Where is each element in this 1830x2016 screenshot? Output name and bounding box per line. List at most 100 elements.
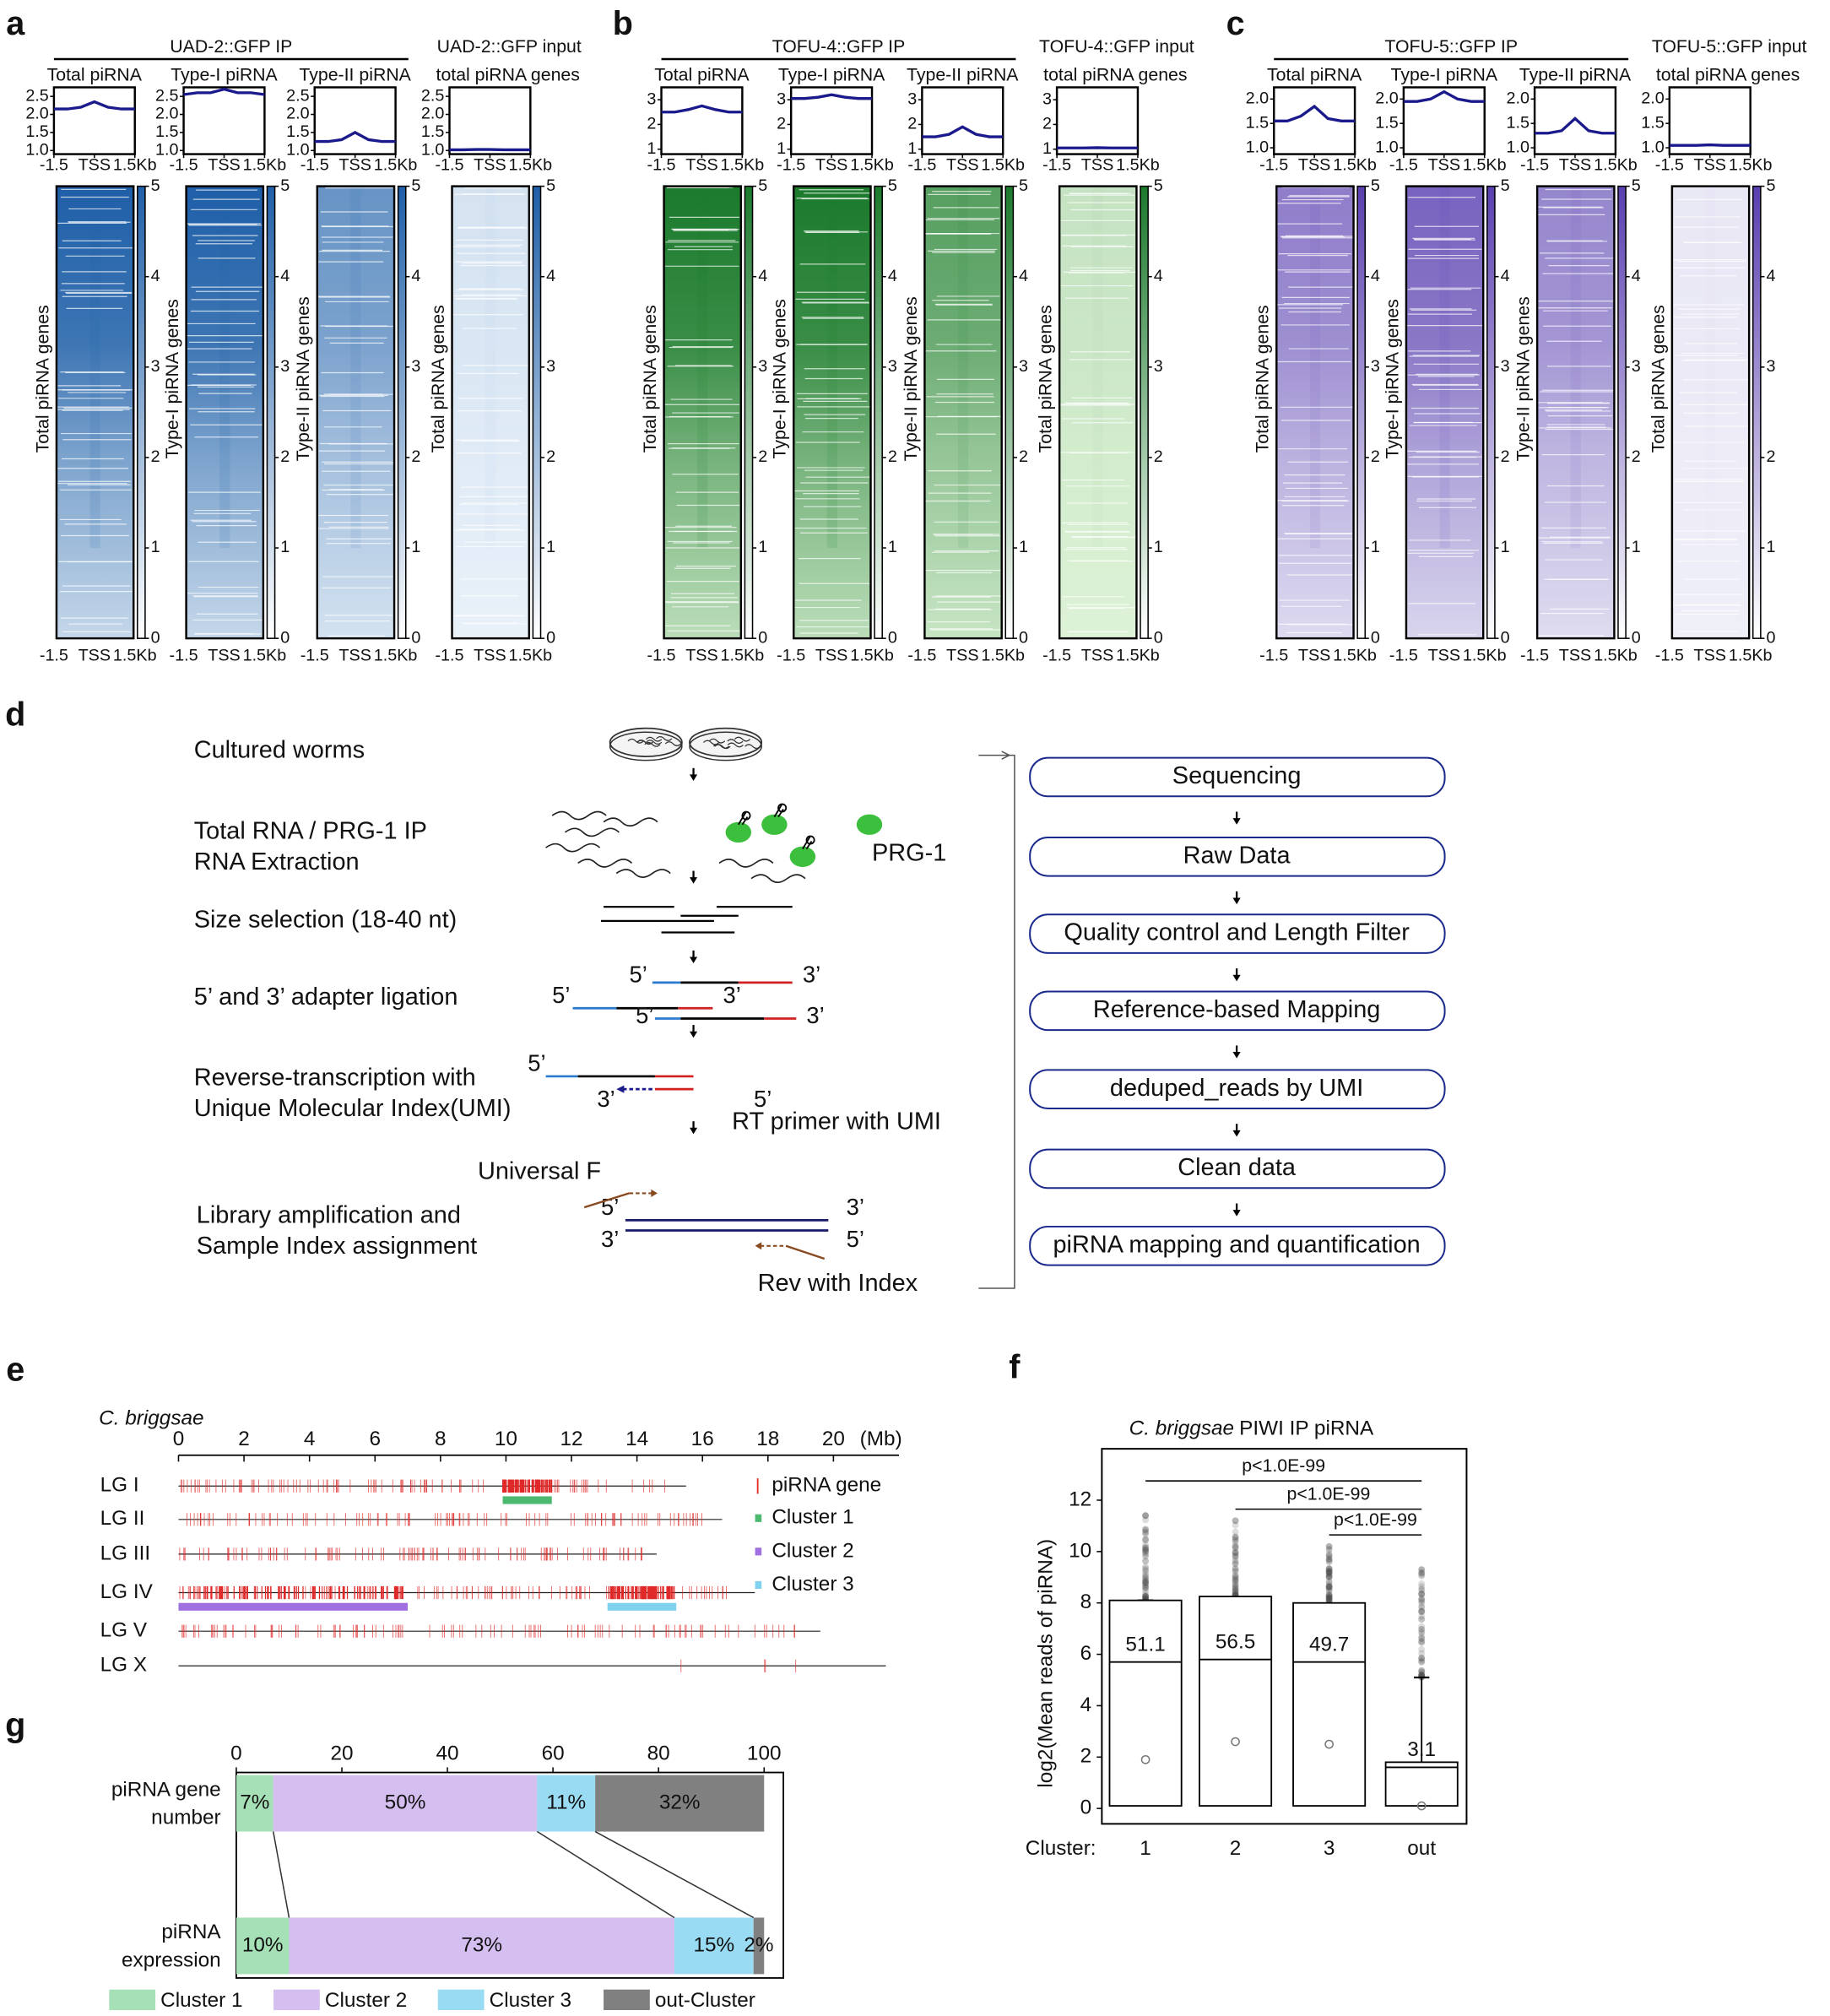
x-tick-label: 100: [747, 1742, 782, 1765]
outlier: [1232, 1577, 1239, 1585]
scissor: [738, 810, 751, 826]
colorbar-tick-label: 5: [1019, 176, 1028, 195]
outlier: [1325, 1580, 1333, 1588]
colorbar-tick-label: 3: [1371, 357, 1380, 376]
outlier: [1232, 1552, 1239, 1559]
colorbar-tick-label: 0: [1371, 628, 1380, 647]
outlier: [1142, 1592, 1150, 1600]
x-tick-label: 16: [691, 1428, 714, 1450]
colorbar-tick-label: 2: [546, 447, 555, 466]
panel-title: TOFU-5::GFP IP: [1384, 36, 1518, 57]
step-text: 5’ and 3’ adapter ligation: [194, 984, 458, 1011]
outlier: [1142, 1552, 1150, 1559]
pipeline-step: Clean data: [1178, 1154, 1297, 1181]
outlier: [1418, 1608, 1426, 1616]
label: 5’: [629, 962, 647, 988]
pipeline-step: piRNA mapping and quantification: [1053, 1231, 1420, 1258]
outlier: [1418, 1656, 1426, 1664]
x-tick-label: 1.5Kb: [374, 155, 418, 174]
x-tick-label: -1.5: [1389, 647, 1418, 665]
bracket: [978, 754, 1015, 1289]
outlier: [1418, 1580, 1426, 1588]
legend-swatch: [755, 1514, 762, 1522]
scissor: [773, 803, 788, 818]
outlier: [1325, 1594, 1333, 1601]
outlier: [1418, 1607, 1426, 1614]
x-tick-label: 1.5Kb: [850, 647, 894, 665]
step-text: Cultured worms: [194, 737, 365, 764]
column-title: total piRNA genes: [436, 64, 580, 84]
x-tick-label: 1.5Kb: [1463, 647, 1507, 665]
x-tick-label: TSS: [474, 647, 506, 665]
heatmap-frame: [451, 185, 531, 640]
colorbar-tick-label: 5: [1501, 176, 1510, 195]
column-title: Type-I piRNA: [1391, 64, 1498, 84]
input-title: TOFU-5::GFP input: [1652, 36, 1807, 57]
x-tick-label: TSS: [1428, 647, 1460, 665]
colorbar-tick-label: 4: [280, 267, 290, 285]
colorbar: [1751, 185, 1762, 639]
pipeline-step: deduped_reads by UMI: [1110, 1075, 1363, 1102]
outlier: [1142, 1512, 1150, 1520]
x-tick-label: 1.5Kb: [721, 647, 765, 665]
outlier: [1418, 1626, 1426, 1634]
bar-segment: [236, 1775, 273, 1832]
outlier: [1418, 1590, 1426, 1597]
heatmap-ylabel: Type-II piRNA genes: [1513, 296, 1534, 461]
outlier: [1325, 1564, 1333, 1572]
outlier: [1232, 1542, 1239, 1550]
bar-segment: [537, 1775, 596, 1832]
outlier: [1232, 1549, 1239, 1556]
outlier: [1142, 1558, 1150, 1565]
outlier: [1325, 1566, 1333, 1573]
worm: [727, 742, 744, 748]
outlier: [1142, 1577, 1150, 1585]
colorbar-tick-label: 4: [1019, 267, 1028, 285]
outlier: [1325, 1592, 1333, 1600]
x-tick-label: TSS: [1559, 647, 1591, 665]
legend-label: piRNA gene: [772, 1474, 881, 1497]
outlier: [1232, 1534, 1239, 1542]
x-tick-label: -1.5: [40, 155, 68, 174]
colorbar-tick-label: 1: [1371, 538, 1380, 556]
worm: [636, 740, 653, 745]
outlier: [1418, 1591, 1426, 1598]
panel-title: C. briggsae: [1129, 1417, 1234, 1440]
dish-rim: [689, 731, 762, 761]
x-tick-label: -1.5: [170, 647, 198, 665]
profile-line: [661, 104, 743, 114]
label: 5’: [552, 982, 570, 1008]
x-tick-label: TSS: [1559, 155, 1591, 174]
mean-label: 3.1: [1407, 1738, 1436, 1761]
colorbar: [532, 185, 542, 639]
outlier: [1142, 1563, 1150, 1570]
x-tick-label: 20: [330, 1742, 353, 1765]
chromosome-label: LG IV: [100, 1580, 154, 1603]
heatmap-tss-band: [219, 186, 230, 549]
profile-frame: [448, 86, 532, 155]
colorbar-tick-label: 4: [1501, 267, 1510, 285]
colorbar-tick-label: 2: [1154, 447, 1163, 466]
protein-label: PRG-1: [872, 839, 946, 866]
colorbar-tick-label: 0: [1632, 628, 1641, 647]
panel-label: c: [1226, 5, 1245, 42]
outlier: [1418, 1599, 1426, 1607]
heatmap-ylabel: Type-I piRNA genes: [162, 299, 182, 458]
plot-frame: [236, 1771, 784, 1979]
outlier: [1232, 1536, 1239, 1543]
y-tick-label: 2: [1042, 115, 1052, 133]
column-title: Type-I piRNA: [171, 64, 278, 84]
x-tick-label: -1.5: [907, 155, 936, 174]
legend-swatch: [755, 1547, 762, 1556]
y-tick-label: 1.5: [1375, 113, 1398, 132]
y-tick-label: 2.5: [25, 86, 48, 105]
colorbar-tick-label: 2: [1019, 447, 1028, 466]
heatmap-tss-band: [957, 186, 969, 549]
outlier: [1232, 1544, 1239, 1552]
legend-label: Cluster 3: [772, 1573, 853, 1596]
value-label: 11%: [546, 1791, 586, 1813]
y-tick-label: 10: [1069, 1539, 1091, 1562]
outlier: [1142, 1547, 1150, 1554]
outlier: [1142, 1526, 1150, 1533]
colorbar-tick-label: 4: [758, 267, 767, 285]
